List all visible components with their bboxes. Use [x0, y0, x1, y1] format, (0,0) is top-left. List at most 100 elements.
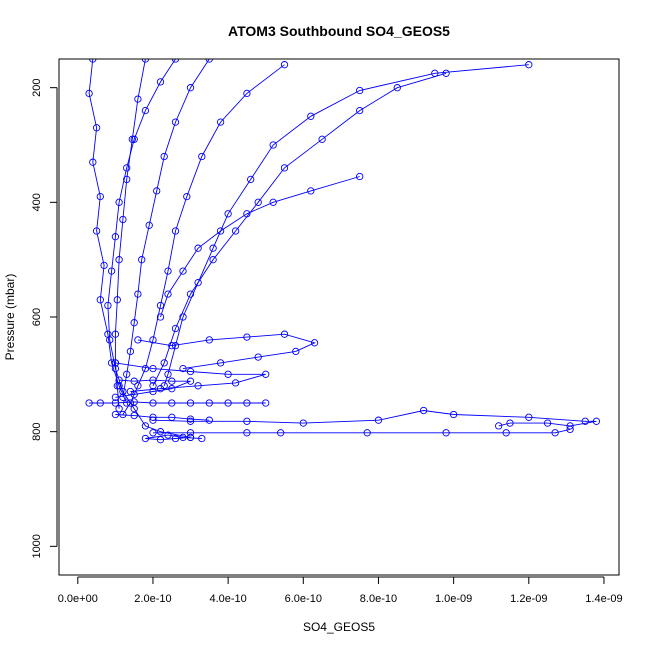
data-point [525, 61, 533, 69]
data-point [179, 364, 187, 373]
data-point [186, 377, 195, 385]
data-point [96, 399, 104, 407]
data-point [183, 192, 191, 201]
data-point [581, 417, 589, 425]
data-point [164, 370, 172, 378]
data-point [566, 422, 574, 430]
data-point [194, 382, 202, 390]
data-point [138, 256, 146, 264]
data-point [356, 106, 364, 115]
data-point [179, 433, 187, 442]
data-point [231, 379, 240, 387]
x-tick-label: 1.4e-09 [585, 593, 622, 605]
data-point [126, 347, 135, 356]
data-point [85, 89, 93, 98]
data-point [130, 411, 138, 420]
data-point [160, 359, 168, 367]
data-point [205, 416, 213, 424]
data-point [243, 210, 251, 218]
data-point [168, 385, 176, 393]
data-point [156, 436, 165, 444]
data-point [171, 118, 180, 126]
series-line [160, 176, 360, 318]
data-point [153, 187, 161, 195]
data-point [374, 416, 383, 424]
data-point [209, 244, 217, 252]
data-point [243, 429, 251, 437]
data-point [89, 158, 97, 166]
x-tick-label: 8.0e-10 [360, 593, 397, 605]
data-point [149, 336, 157, 344]
data-point [168, 342, 176, 350]
data-point [186, 399, 195, 407]
data-point [171, 227, 180, 235]
data-point [525, 413, 533, 421]
data-point [123, 175, 131, 184]
plot-frame [58, 58, 620, 576]
data-point [168, 377, 176, 385]
data-point [442, 429, 450, 437]
series-line [115, 414, 210, 421]
data-point [149, 387, 157, 396]
y-tick-label: 800 [31, 423, 43, 441]
data-point [134, 95, 142, 103]
y-tick-label: 400 [31, 193, 43, 211]
data-point [592, 417, 601, 425]
data-point [243, 417, 251, 425]
data-point [130, 135, 138, 143]
data-point [205, 336, 213, 344]
data-point [104, 301, 112, 310]
data-point [186, 433, 195, 442]
data-point [96, 192, 104, 201]
data-point [104, 330, 112, 338]
data-point [111, 359, 120, 367]
data-point [280, 330, 289, 338]
data-point [115, 256, 123, 264]
data-point [134, 382, 142, 390]
data-point [186, 415, 195, 423]
data-point [216, 227, 225, 235]
data-point [149, 364, 157, 373]
data-point [130, 390, 138, 399]
data-point [111, 410, 120, 419]
data-point [269, 198, 277, 206]
data-point [179, 313, 187, 321]
data-point [205, 399, 213, 407]
data-point [156, 428, 165, 436]
data-point [113, 296, 121, 304]
data-point [186, 417, 195, 425]
data-point [280, 61, 289, 69]
data-point [100, 261, 108, 270]
data-point [115, 382, 123, 390]
data-point [164, 267, 172, 275]
data-point [141, 422, 150, 430]
data-point [186, 84, 195, 92]
data-point [134, 336, 142, 344]
series-line [114, 59, 146, 409]
y-tick-label: 1000 [31, 534, 43, 558]
data-point [356, 86, 364, 95]
x-tick-label: 4.0e-10 [209, 593, 246, 605]
data-point [254, 198, 262, 206]
data-point [141, 434, 150, 443]
data-point [393, 84, 401, 92]
data-point [141, 364, 150, 373]
data-point [442, 69, 450, 77]
data-point [307, 187, 315, 195]
series-line [137, 333, 316, 370]
data-point [156, 313, 165, 321]
data-point [111, 393, 120, 401]
data-point [216, 118, 225, 126]
data-point [543, 419, 552, 427]
data-point [198, 434, 206, 443]
data-point [141, 59, 150, 63]
data-point [216, 359, 225, 367]
data-layer [85, 59, 601, 444]
data-point [495, 422, 503, 430]
data-point [356, 172, 364, 181]
data-point [449, 410, 458, 419]
x-tick-label: 2.0e-10 [134, 593, 171, 605]
data-point [194, 278, 202, 287]
data-point [115, 376, 123, 384]
